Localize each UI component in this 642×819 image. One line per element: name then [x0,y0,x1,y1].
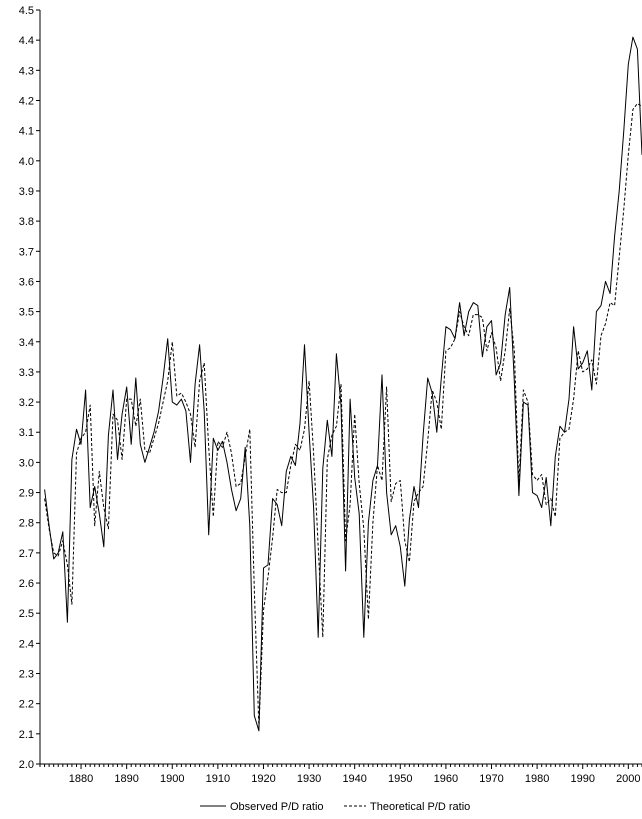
y-tick-label: 4.4 [19,35,34,47]
y-tick-label: 3.1 [19,427,34,439]
y-tick-label: 2.0 [19,759,34,771]
y-tick-label: 2.2 [19,699,34,711]
x-axis: 1880 1890 1900 1910 1920 1930 1940 1950 1960 1970… [39,764,642,785]
y-tick-label: 3.2 [19,397,34,409]
series-line-observed [44,36,642,732]
y-tick-label: 4.2 [19,95,34,107]
x-tick-label: 1970 [479,773,503,785]
x-tick-label: 1990 [570,773,594,785]
y-tick-label: 2.7 [19,548,34,560]
y-tick-label: 2.9 [19,488,34,500]
y-tick-label: 3.8 [19,216,34,228]
x-tick-label: 2000 [616,773,640,785]
x-tick-label: 1960 [434,773,458,785]
y-tick-label: 4.3 [19,65,34,77]
x-tick-label: 1940 [342,773,366,785]
legend-label-observed: Observed P/D ratio [230,801,324,813]
series-layer [44,36,642,732]
legend-label-theoretical: Theoretical P/D ratio [370,801,470,813]
y-tick-label: 2.3 [19,669,34,681]
x-tick-label: 1950 [388,773,412,785]
y-axis: 2.0 2.1 2.2 2.3 2.4 2.5 2.6 2.7 2.8 2.9 3.0 3.1 3.2 3… [19,5,40,771]
y-tick-label: 3.3 [19,367,34,379]
y-tick-label: 2.6 [19,578,34,590]
y-tick-label: 3.6 [19,276,34,288]
y-tick-label: 2.4 [19,638,34,650]
x-tick-label: 1880 [69,773,93,785]
y-tick-label: 4.0 [19,156,34,168]
x-tick-label: 1920 [251,773,275,785]
x-tick-label: 1980 [525,773,549,785]
y-tick-label: 2.5 [19,608,34,620]
y-tick-label: 4.1 [19,126,34,138]
y-tick-label: 3.0 [19,457,34,469]
y-tick-label: 4.5 [19,5,34,17]
y-tick-label: 3.5 [19,307,34,319]
y-tick-label: 2.8 [19,518,34,530]
x-tick-label: 1930 [297,773,321,785]
x-tick-label: 1890 [114,773,138,785]
y-tick-label: 2.1 [19,729,34,741]
y-tick-label: 3.4 [19,337,34,349]
legend: Observed P/D ratio Theoretical P/D ratio [200,801,470,813]
y-tick-label: 3.7 [19,246,34,258]
y-tick-label: 3.9 [19,186,34,198]
x-tick-label: 1910 [206,773,230,785]
x-tick-label: 1900 [160,773,184,785]
series-line-theoretical [44,103,642,729]
